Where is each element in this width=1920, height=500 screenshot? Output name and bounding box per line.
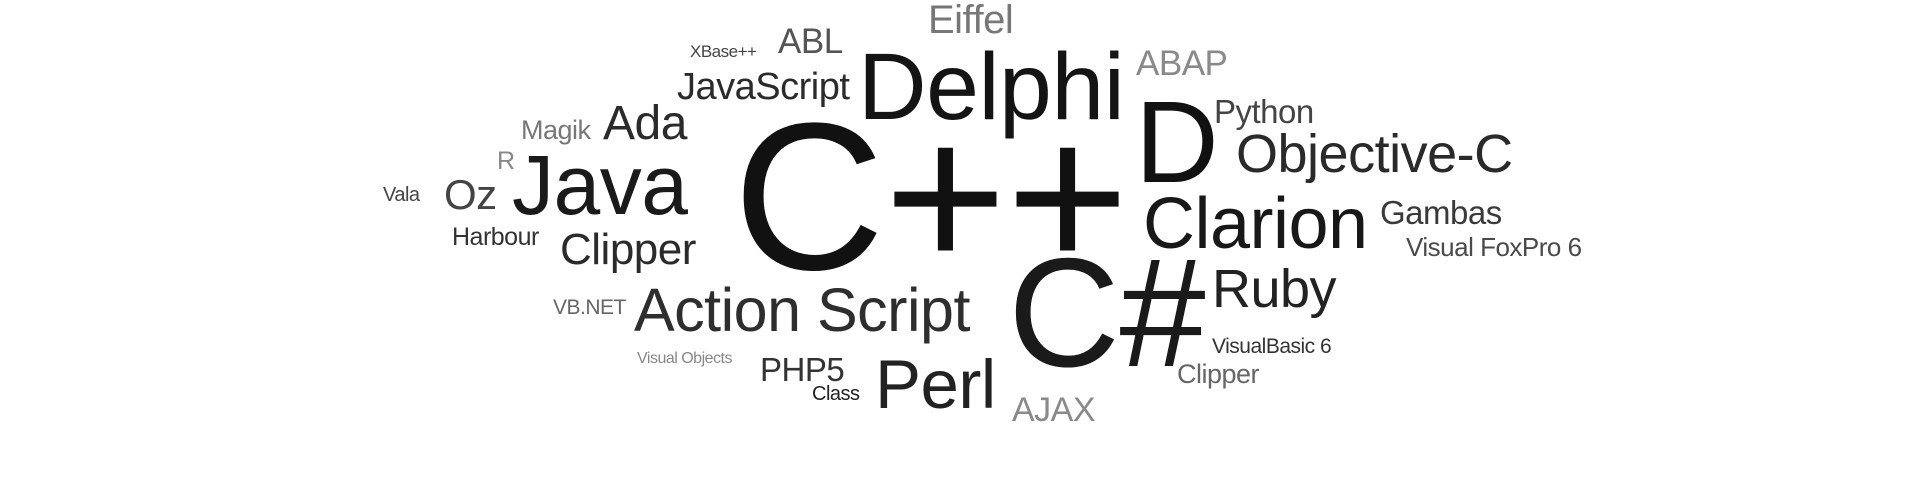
word-javascript: JavaScript [677, 66, 850, 108]
word-ruby: Ruby [1212, 259, 1337, 319]
word-visual-objects: Visual Objects [637, 350, 732, 367]
word-eiffel: Eiffel [928, 0, 1014, 42]
word-java: Java [512, 138, 688, 232]
word-magik: Magik [521, 115, 591, 145]
word-visualbasic-6: VisualBasic 6 [1212, 335, 1332, 358]
word-clipper-large: Clipper [560, 225, 696, 274]
word-ada: Ada [603, 97, 687, 150]
word-abap: ABAP [1136, 44, 1228, 83]
word-perl: Perl [875, 346, 996, 423]
word-harbour: Harbour [452, 223, 539, 251]
word-d: D [1135, 77, 1219, 207]
word-vb-net: VB.NET [553, 296, 626, 319]
word-r: R [497, 147, 515, 175]
word-vala: Vala [383, 184, 420, 206]
word-class: Class [812, 383, 860, 405]
word-objective-c: Objective-C [1236, 124, 1513, 184]
word-oz: Oz [444, 171, 497, 218]
word-php5: PHP5 [760, 351, 845, 388]
word-clipper-small: Clipper [1177, 359, 1260, 389]
word-cpp: C++ [733, 79, 1129, 314]
word-python: Python [1214, 93, 1314, 130]
word-csharp: C# [1008, 226, 1206, 399]
word-ajax: AJAX [1012, 391, 1096, 429]
word-gambas: Gambas [1380, 194, 1502, 231]
word-clarion: Clarion [1143, 184, 1368, 264]
word-xbase: XBase++ [690, 42, 757, 61]
word-action-script: Action Script [634, 276, 970, 344]
word-visual-foxpro-6: Visual FoxPro 6 [1406, 232, 1582, 262]
word-delphi: Delphi [858, 34, 1125, 140]
word-abl: ABL [778, 22, 843, 61]
